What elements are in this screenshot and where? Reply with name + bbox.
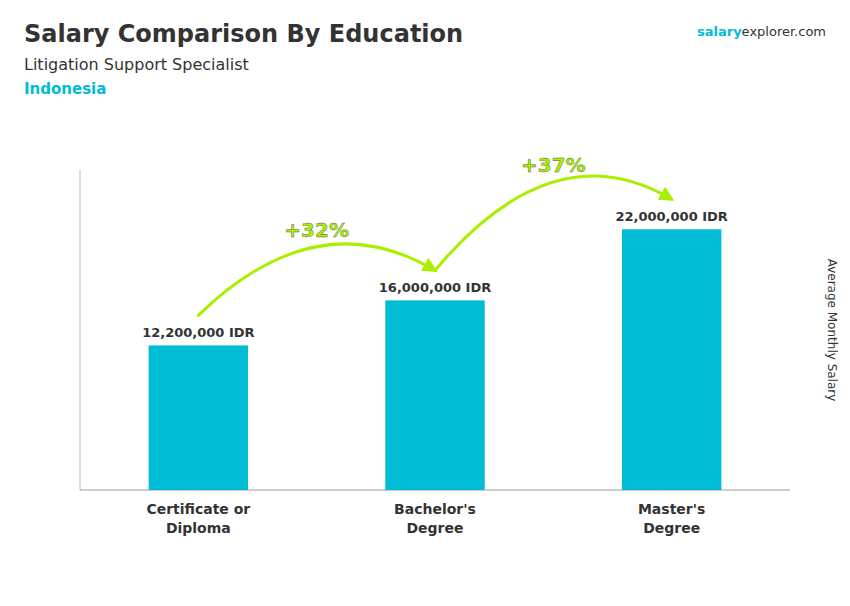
data-label: 12,200,000 IDR <box>142 325 254 340</box>
change-label: +32% <box>284 218 349 242</box>
title: Salary Comparison By Education <box>24 20 463 48</box>
subtitle: Litigation Support Specialist <box>24 55 249 74</box>
bar <box>622 229 721 490</box>
y-axis-label: Average Monthly Salary <box>825 259 839 402</box>
chart-container: Salary Comparison By Education Litigation… <box>0 0 850 606</box>
category-label: Bachelor's Degree <box>394 501 476 536</box>
source: salaryexplorer.com <box>697 24 826 39</box>
source-part: explorer.com <box>742 24 826 39</box>
data-label: 16,000,000 IDR <box>379 280 491 295</box>
category-label-line: Degree <box>406 520 463 536</box>
change-arrow <box>435 176 672 270</box>
bar <box>385 300 484 490</box>
category-label-line: Diploma <box>166 520 231 536</box>
category-label-line: Degree <box>643 520 700 536</box>
change-arrow <box>198 244 435 316</box>
category-label-line: Master's <box>638 501 705 517</box>
change-label: +37% <box>521 153 586 177</box>
source-part: salary <box>697 24 742 39</box>
category-label: Master's Degree <box>638 501 705 536</box>
y-axis-line <box>80 170 81 490</box>
category-label-line: Bachelor's <box>394 501 476 517</box>
bar <box>149 345 248 490</box>
chart: Salary Comparison By Education Litigation… <box>0 0 850 606</box>
country: Indonesia <box>24 80 106 98</box>
category-label: Certificate or Diploma <box>146 501 250 536</box>
category-label-line: Certificate or <box>146 501 250 517</box>
data-label: 22,000,000 IDR <box>615 209 727 224</box>
